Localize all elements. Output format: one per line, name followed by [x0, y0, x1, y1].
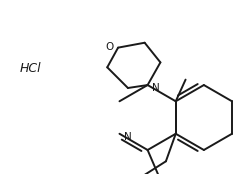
- Text: N: N: [152, 83, 159, 93]
- Text: O: O: [105, 42, 113, 52]
- Text: N: N: [124, 132, 132, 142]
- Text: HCl: HCl: [20, 62, 41, 75]
